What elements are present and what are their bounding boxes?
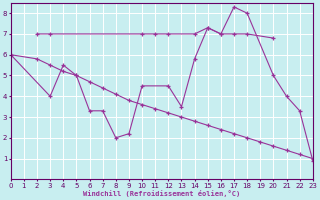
X-axis label: Windchill (Refroidissement éolien,°C): Windchill (Refroidissement éolien,°C) <box>83 190 240 197</box>
